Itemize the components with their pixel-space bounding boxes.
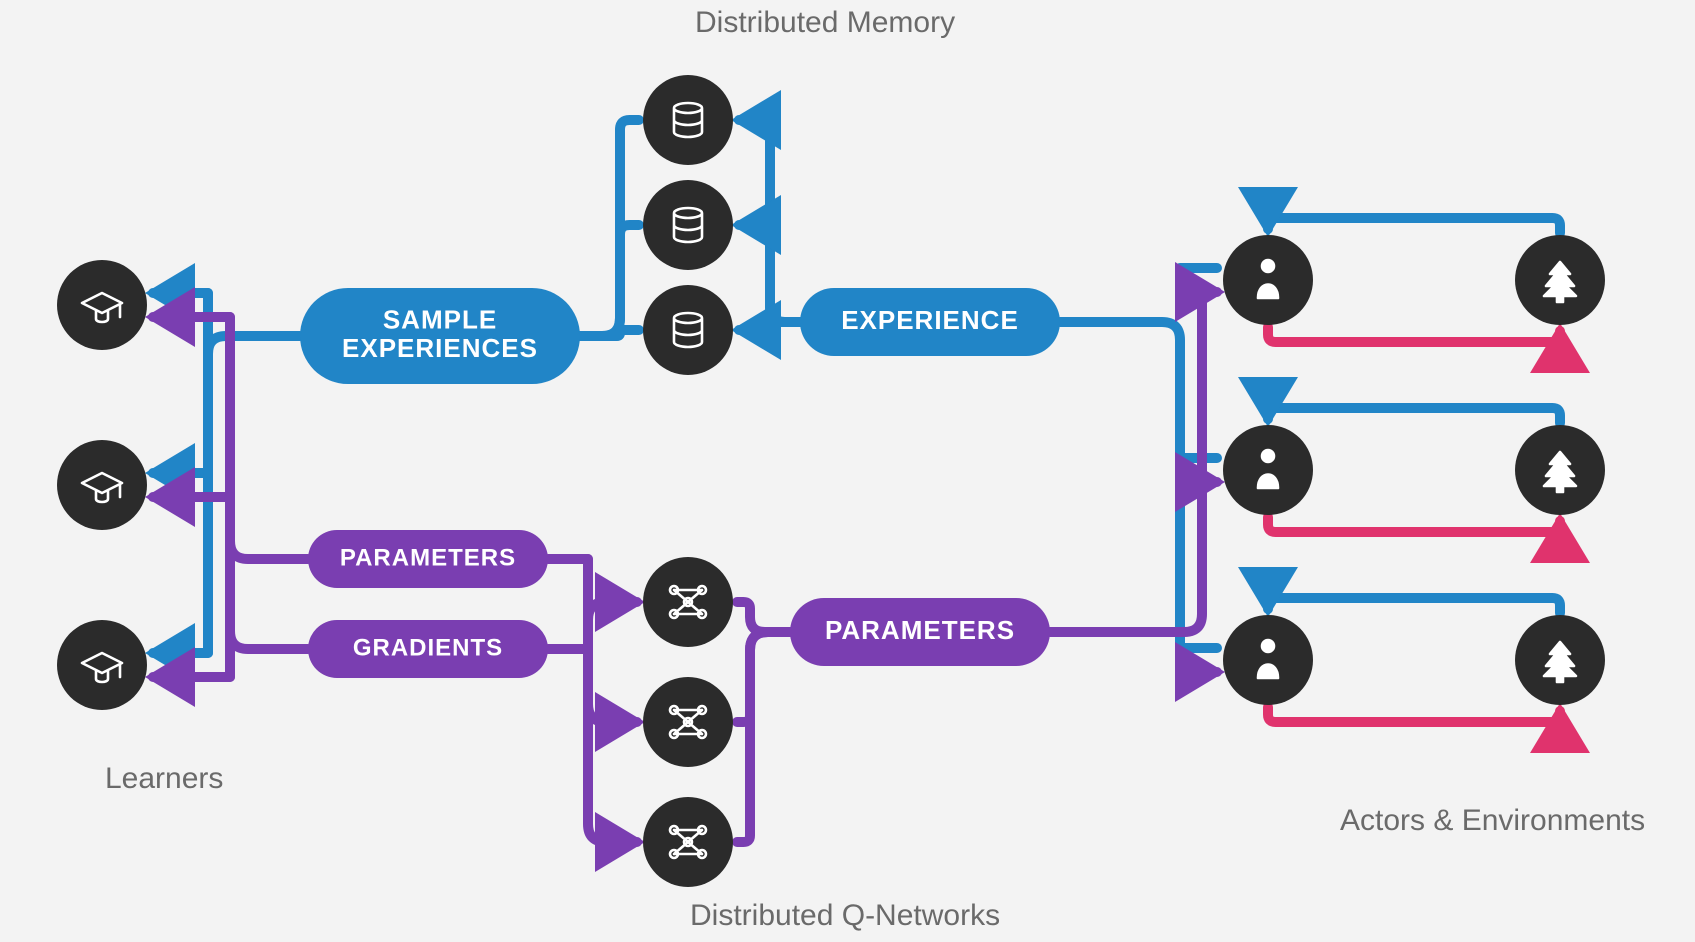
edge-paramsL-to-trunk [230,497,308,559]
actor-2 [1223,425,1313,515]
edge-trunk-to-gradients [230,497,308,649]
edge-blue-trunk-right [1060,322,1180,648]
edge-exp-to-mem-2 [739,225,800,322]
label-parameters_right: PARAMETERS [790,598,1050,666]
edge-actor-1-to-env [1268,327,1560,342]
caption-left: Learners [105,762,223,795]
label-gradients-text-0: GRADIENTS [353,634,503,661]
edge-qnet-2-to-paramsR [737,632,790,722]
memory-3 [643,285,733,375]
caption-right: Actors & Environments [1340,804,1645,837]
caption-bottom: Distributed Q-Networks [690,899,1000,932]
env-2 [1515,425,1605,515]
edge-exp-to-mem-3 [739,322,800,330]
edge-env-1-to-actor [1268,218,1560,233]
edge-grad-to-qnet-3 [588,649,637,842]
nodes-layer [57,75,1605,887]
label-parameters_left-text-0: PARAMETERS [340,544,516,571]
edge-grad-to-qnet-1 [588,602,637,649]
edge-grad-to-qnet-2 [588,649,637,722]
actor-3 [1223,615,1313,705]
qnet-1 [643,557,733,647]
edge-mem-2-to-sample [580,225,639,336]
edge-actor-3-to-env [1268,707,1560,722]
edge-env-2-to-actor [1268,408,1560,423]
memory-1 [643,75,733,165]
actor-1 [1223,235,1313,325]
edge-qnet-3-to-paramsR [737,632,790,842]
env-1 [1515,235,1605,325]
label-parameters_left: PARAMETERS [308,530,548,588]
label-experience: EXPERIENCE [800,288,1060,356]
label-sample_experiences-text-0: SAMPLE [383,305,497,335]
caption-top: Distributed Memory [695,6,955,39]
edge-env-3-to-actor [1268,598,1560,613]
learner-3 [57,620,147,710]
label-sample_experiences: SAMPLEEXPERIENCES [300,288,580,384]
label-gradients: GRADIENTS [308,620,548,678]
qnet-2 [643,677,733,767]
edge-actor-2-to-env [1268,517,1560,532]
label-experience-text-0: EXPERIENCE [841,305,1019,335]
edges-layer [153,120,1560,842]
learner-2 [57,440,147,530]
label-sample_experiences-text-1: EXPERIENCES [342,333,538,363]
memory-2 [643,180,733,270]
learner-1 [57,260,147,350]
qnet-3 [643,797,733,887]
edge-blue-trunk-to-sample [208,336,300,473]
label-parameters_right-text-0: PARAMETERS [825,615,1015,645]
captions-layer: Distributed Memory Learners Distributed Q-… [105,6,1645,932]
env-3 [1515,615,1605,705]
